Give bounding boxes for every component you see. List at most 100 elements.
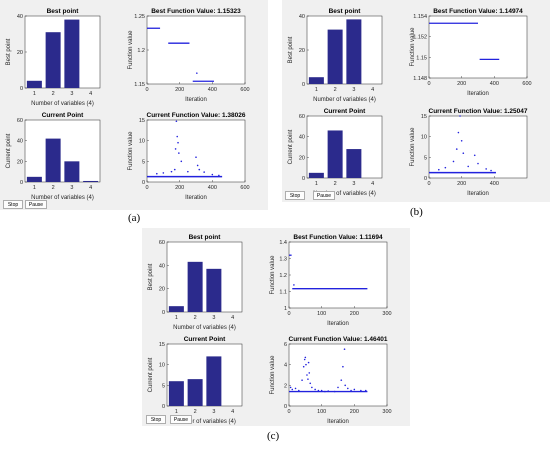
y-tick-label: 0 [302, 176, 305, 182]
data-point-1 [457, 131, 460, 134]
panel-c-charts: Best point Number of variables (4) Best po… [148, 234, 392, 425]
data-point-11 [156, 172, 158, 175]
chart-2: Current Point Number of variables (4) Curr… [148, 336, 243, 425]
x-tick-label: 4 [371, 87, 374, 93]
data-point-27 [350, 389, 352, 392]
bar-3 [346, 149, 362, 178]
x-tick-label: 200 [457, 81, 466, 87]
data-point-10 [467, 165, 469, 168]
y-axis-label: Function value [270, 355, 276, 395]
x-tick-label: 200 [350, 409, 359, 415]
chart-title: Current Function Value: 1.38026 [147, 112, 246, 119]
y-tick-label: 1.15 [134, 82, 145, 88]
bar-1 [26, 80, 42, 88]
chart-0: Best point Number of variables (4) Best po… [288, 8, 383, 103]
data-point-19 [327, 390, 329, 392]
x-tick-label: 600 [240, 185, 249, 191]
y-tick-label: 0 [20, 180, 23, 186]
plot-area [428, 15, 528, 79]
data-point-28 [353, 388, 356, 391]
x-tick-label: 300 [382, 409, 391, 415]
x-tick-label: 3 [352, 181, 355, 187]
y-axis-label: Function value [410, 127, 416, 167]
data-point-18 [324, 390, 326, 393]
y-tick-label: 2 [284, 383, 287, 389]
stop-button[interactable]: Stop [3, 200, 23, 209]
y-tick-label: 1.3 [279, 257, 287, 263]
x-tick-label: 2 [194, 315, 197, 321]
data-point-14 [203, 171, 205, 173]
data-point-5 [302, 365, 305, 368]
data-point-5 [452, 160, 455, 163]
plot-area [146, 119, 246, 183]
x-tick-label: 3 [352, 87, 355, 93]
plot-area [166, 241, 243, 313]
bar-3 [206, 268, 222, 312]
stop-button[interactable]: Stop [146, 415, 166, 424]
chart-2: Current Point Number of variables (4) Curr… [6, 112, 101, 201]
data-point-17 [320, 389, 323, 392]
x-tick-label: 1 [175, 315, 178, 321]
y-tick-label: 5 [142, 159, 145, 165]
bar-2 [187, 261, 203, 312]
data-point-15 [314, 388, 316, 391]
x-tick-label: 0 [145, 185, 148, 191]
y-axis-label: Best point [288, 36, 294, 63]
chart-title: Current Point [184, 336, 226, 343]
y-tick-label: 0 [302, 82, 305, 88]
x-tick-label: 4 [371, 181, 374, 187]
data-point-0 [196, 72, 198, 74]
y-tick-label: 40 [299, 14, 305, 20]
data-point-8 [196, 164, 199, 167]
x-tick-label: 1 [33, 185, 36, 191]
bar-1 [26, 176, 42, 182]
bar-4 [83, 180, 99, 182]
bar-3 [206, 356, 222, 406]
plot-area [24, 15, 101, 89]
y-tick-label: 1.2 [137, 48, 145, 54]
y-tick-label: 15 [159, 342, 165, 348]
x-tick-label: 3 [70, 185, 73, 191]
bar-1 [308, 172, 324, 178]
pause-button[interactable]: Pause [25, 200, 47, 209]
x-axis-label: Number of variables (4) [313, 191, 376, 197]
data-point-15 [211, 173, 214, 176]
bar-2 [327, 29, 343, 85]
x-tick-label: 2 [52, 185, 55, 191]
x-tick-label: 400 [490, 81, 499, 87]
data-point-0 [293, 284, 295, 286]
pause-button[interactable]: Pause [313, 191, 335, 200]
x-axis-label: Iteration [467, 191, 489, 197]
y-tick-label: 40 [17, 14, 23, 20]
x-axis-label: Number of variables (4) [173, 419, 236, 425]
y-axis-label: Current point [288, 129, 294, 164]
pause-button[interactable]: Pause [170, 415, 192, 424]
chart-3: Current Function Value: 1.46401 Iteration… [270, 336, 392, 425]
data-point-10 [307, 378, 309, 380]
x-tick-label: 3 [212, 315, 215, 321]
x-tick-label: 100 [317, 311, 326, 317]
chart-1: Best Function Value: 1.15323 Iteration Fun… [128, 8, 250, 103]
x-axis-label: Number of variables (4) [31, 101, 94, 107]
x-tick-label: 300 [382, 311, 391, 317]
x-tick-label: 1 [175, 409, 178, 415]
data-point-11 [307, 361, 310, 364]
caption-b: (b) [410, 206, 423, 218]
chart-1: Best Function Value: 1.11694 Iteration Fun… [270, 234, 392, 327]
chart-3: Current Function Value: 1.25047 Iteration… [410, 108, 528, 197]
y-tick-label: 20 [17, 159, 23, 165]
data-point-3 [455, 148, 458, 150]
plot-area [306, 115, 383, 179]
chart-title: Current Point [42, 112, 84, 119]
data-point-9 [306, 374, 308, 376]
bar-2 [187, 379, 203, 406]
stop-button[interactable]: Stop [285, 191, 305, 200]
y-tick-label: 60 [299, 114, 305, 120]
x-tick-label: 200 [175, 87, 184, 93]
data-point-0 [289, 386, 292, 389]
x-axis-label: Iteration [185, 195, 207, 201]
plot-area [146, 15, 246, 85]
chart-title: Current Function Value: 1.25047 [429, 108, 528, 115]
y-tick-label: 10 [159, 363, 165, 369]
chart-title: Current Point [324, 108, 366, 115]
